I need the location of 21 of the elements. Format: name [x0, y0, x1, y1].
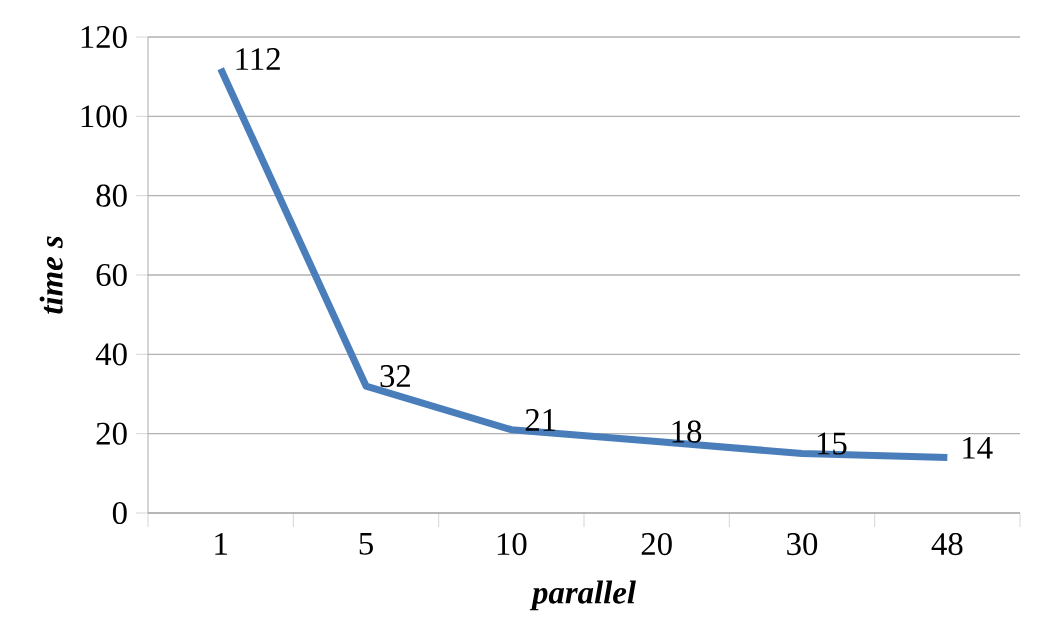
y-tick-label: 100	[81, 105, 127, 128]
x-tick-label: 30	[787, 532, 818, 556]
data-label: 15	[817, 432, 847, 455]
data-label: 21	[525, 409, 556, 431]
x-axis-title: parallel	[529, 580, 636, 611]
x-tick-label: 5	[359, 532, 373, 555]
y-tick-label: 80	[96, 184, 127, 207]
y-tick-label: 40	[95, 343, 127, 366]
data-label: 18	[672, 420, 702, 443]
data-label: 112	[236, 48, 280, 70]
x-tick-label: 20	[641, 532, 672, 556]
x-tick-label: 48	[931, 532, 963, 556]
y-tick-label: 60	[96, 263, 127, 287]
data-label: 14	[963, 436, 993, 459]
y-tick-label: 0	[112, 501, 127, 525]
x-tick-label: 1	[215, 532, 227, 555]
x-tick-label: 10	[497, 532, 527, 556]
data-label: 32	[380, 365, 410, 388]
y-tick-label: 20	[96, 422, 127, 445]
y-tick-label: 120	[81, 25, 127, 49]
y-axis-title: time s	[39, 236, 63, 314]
